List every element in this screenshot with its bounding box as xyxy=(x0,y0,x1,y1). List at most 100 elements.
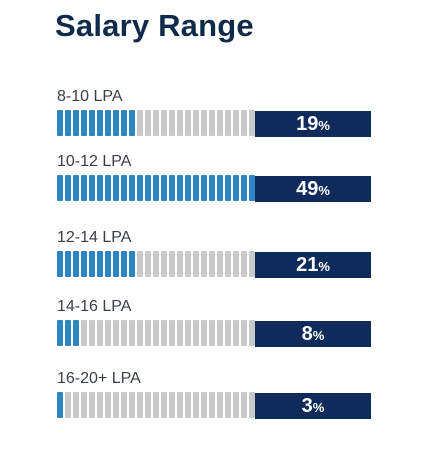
filled-segment xyxy=(217,175,223,201)
percentage-value: 49 xyxy=(296,178,319,200)
empty-segment xyxy=(185,320,191,346)
empty-segment xyxy=(137,320,143,346)
filled-segment xyxy=(121,251,127,277)
range-row: 10-12 LPA 49% xyxy=(0,153,437,219)
range-label: 16-20+ LPA xyxy=(57,370,141,387)
filled-segment xyxy=(73,251,79,277)
empty-segment xyxy=(241,320,247,346)
empty-segment xyxy=(113,320,119,346)
filled-segment xyxy=(57,392,63,418)
segment-bar xyxy=(57,320,255,346)
empty-segment xyxy=(209,110,215,136)
empty-segment xyxy=(241,392,247,418)
percentage-badge: 21% xyxy=(255,252,371,278)
filled-segment xyxy=(65,320,71,346)
empty-segment xyxy=(193,320,199,346)
percentage-value: 21 xyxy=(296,254,319,276)
empty-segment xyxy=(185,392,191,418)
filled-segment xyxy=(113,175,119,201)
percentage-value: 8 xyxy=(301,323,313,345)
empty-segment xyxy=(249,392,255,418)
empty-segment xyxy=(225,320,231,346)
empty-segment xyxy=(225,251,231,277)
empty-segment xyxy=(193,392,199,418)
filled-segment xyxy=(113,110,119,136)
filled-segment xyxy=(105,110,111,136)
empty-segment xyxy=(145,110,151,136)
empty-segment xyxy=(249,251,255,277)
range-label: 8-10 LPA xyxy=(57,88,123,105)
range-label: 12-14 LPA xyxy=(57,229,132,246)
empty-segment xyxy=(145,251,151,277)
range-label: 10-12 LPA xyxy=(57,153,132,170)
filled-segment xyxy=(97,110,103,136)
empty-segment xyxy=(185,110,191,136)
filled-segment xyxy=(169,175,175,201)
empty-segment xyxy=(161,251,167,277)
percentage-unit: % xyxy=(318,183,330,198)
empty-segment xyxy=(177,251,183,277)
filled-segment xyxy=(65,175,71,201)
filled-segment xyxy=(137,175,143,201)
empty-segment xyxy=(129,392,135,418)
range-row: 12-14 LPA 21% xyxy=(0,229,437,295)
empty-segment xyxy=(81,320,87,346)
filled-segment xyxy=(129,175,135,201)
empty-segment xyxy=(113,392,119,418)
filled-segment xyxy=(129,110,135,136)
empty-segment xyxy=(249,110,255,136)
empty-segment xyxy=(193,110,199,136)
filled-segment xyxy=(161,175,167,201)
filled-segment xyxy=(105,175,111,201)
filled-segment xyxy=(225,175,231,201)
filled-segment xyxy=(129,251,135,277)
range-row: 16-20+ LPA 3% xyxy=(0,370,437,436)
filled-segment xyxy=(81,175,87,201)
empty-segment xyxy=(153,110,159,136)
empty-segment xyxy=(233,251,239,277)
percentage-unit: % xyxy=(318,118,330,133)
empty-segment xyxy=(73,392,79,418)
percentage-badge: 19% xyxy=(255,111,371,137)
range-row: 14-16 LPA 8% xyxy=(0,298,437,364)
empty-segment xyxy=(233,320,239,346)
filled-segment xyxy=(57,175,63,201)
empty-segment xyxy=(153,251,159,277)
empty-segment xyxy=(137,110,143,136)
empty-segment xyxy=(233,110,239,136)
chart-title: Salary Range xyxy=(55,8,254,43)
empty-segment xyxy=(169,320,175,346)
percentage-value: 19 xyxy=(296,113,319,135)
filled-segment xyxy=(153,175,159,201)
filled-segment xyxy=(233,175,239,201)
empty-segment xyxy=(97,320,103,346)
empty-segment xyxy=(145,320,151,346)
filled-segment xyxy=(121,110,127,136)
filled-segment xyxy=(121,175,127,201)
segment-bar xyxy=(57,175,255,201)
filled-segment xyxy=(177,175,183,201)
empty-segment xyxy=(209,392,215,418)
empty-segment xyxy=(121,320,127,346)
empty-segment xyxy=(217,251,223,277)
empty-segment xyxy=(201,251,207,277)
empty-segment xyxy=(193,251,199,277)
empty-segment xyxy=(145,392,151,418)
empty-segment xyxy=(177,392,183,418)
empty-segment xyxy=(225,110,231,136)
empty-segment xyxy=(97,392,103,418)
empty-segment xyxy=(161,110,167,136)
empty-segment xyxy=(233,392,239,418)
filled-segment xyxy=(73,320,79,346)
filled-segment xyxy=(73,175,79,201)
filled-segment xyxy=(89,110,95,136)
empty-segment xyxy=(137,392,143,418)
empty-segment xyxy=(65,392,71,418)
filled-segment xyxy=(81,251,87,277)
range-label: 14-16 LPA xyxy=(57,298,132,315)
percentage-badge: 8% xyxy=(255,321,371,347)
percentage-badge: 3% xyxy=(255,393,371,419)
empty-segment xyxy=(225,392,231,418)
empty-segment xyxy=(137,251,143,277)
filled-segment xyxy=(65,110,71,136)
